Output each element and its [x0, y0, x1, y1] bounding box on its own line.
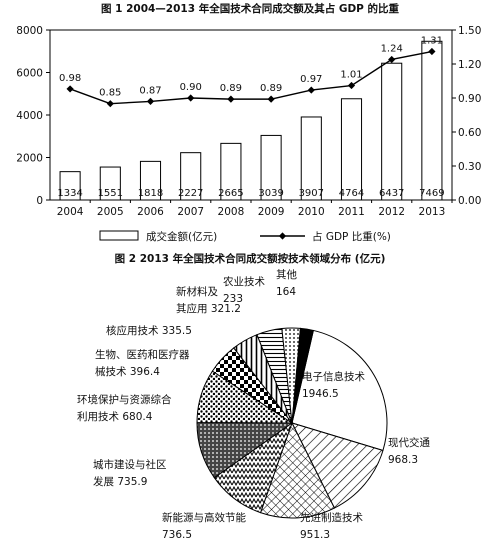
pie-slice-label: 新材料及 [176, 285, 218, 298]
pie-slice-label: 968.3 [388, 454, 418, 466]
pie-slice-label: 电子信息技术 [302, 370, 365, 383]
left-axis-tick-label: 8000 [16, 25, 43, 37]
pie-slice-label: 生物、医药和医疗器 [95, 348, 190, 361]
line-value-label: 0.89 [220, 83, 242, 94]
line-point [347, 81, 356, 90]
legend-line-label: 占 GDP 比重(%) [312, 230, 391, 243]
pie-slice-label: 利用技术 680.4 [77, 410, 153, 423]
line-value-label: 0.87 [139, 85, 161, 96]
line-point [106, 100, 114, 108]
x-axis-tick-label: 2007 [177, 206, 204, 218]
left-axis-tick-label: 2000 [16, 153, 43, 165]
pie-slice-label: 164 [276, 286, 296, 298]
pie-slice-label: 其他 [276, 268, 297, 281]
line-point [146, 97, 155, 105]
bar-value-label: 6437 [379, 188, 404, 199]
bar-value-label: 3039 [258, 188, 283, 199]
pie-slice-label: 械技术 396.4 [95, 365, 160, 378]
pie-slice-label: 其应用 321.2 [176, 302, 241, 315]
x-axis-tick-label: 2013 [419, 206, 446, 218]
pie-slice [291, 327, 314, 424]
pie-slice-label: 先进制造技术 [300, 511, 363, 524]
bar [180, 152, 202, 201]
line-value-label: 1.31 [421, 36, 443, 47]
bar-value-label: 7469 [419, 188, 444, 199]
bar-value-label: 2665 [218, 188, 243, 199]
line-point [388, 55, 396, 64]
bar-value-label: 1818 [138, 188, 163, 199]
pie-slice-label: 新能源与高效节能 [162, 511, 246, 524]
bar-value-label: 2227 [178, 188, 203, 199]
line-value-label: 0.97 [300, 74, 322, 85]
pie-slice-label: 发展 735.9 [93, 475, 147, 488]
line-point [307, 86, 315, 94]
x-axis-tick-label: 2006 [137, 206, 164, 218]
line-value-label: 0.98 [59, 73, 81, 84]
gdp-share-line [69, 50, 433, 105]
x-axis-tick-label: 2005 [97, 206, 124, 218]
bar [260, 134, 282, 201]
pie-slice [291, 329, 388, 452]
right-axis-tick-label: 0.30 [458, 161, 481, 173]
line-value-label: 0.90 [180, 82, 202, 93]
bar [59, 171, 81, 201]
left-axis-tick-label: 6000 [16, 68, 43, 80]
pie-slice-label: 951.3 [300, 529, 330, 541]
legend-bar-swatch [99, 230, 139, 241]
pie-slice-label: 城市建设与社区 [93, 458, 167, 471]
pie-slice [259, 421, 336, 519]
pie-slice-label: 1946.5 [302, 388, 339, 400]
x-axis-tick-label: 2008 [218, 206, 245, 218]
left-axis-tick-label: 4000 [16, 110, 43, 122]
right-axis-tick-label: 0.00 [458, 195, 481, 207]
line-point [267, 95, 275, 103]
bar [300, 116, 322, 201]
line-value-label: 1.24 [381, 43, 403, 54]
pie-slice-label: 环境保护与资源综合 [77, 393, 172, 406]
line-point [187, 94, 195, 102]
line-point [66, 85, 74, 93]
legend-line-marker [278, 232, 287, 240]
pie-slice-label: 现代交通 [388, 436, 430, 449]
x-axis-tick-label: 2012 [378, 206, 405, 218]
line-point [428, 47, 436, 56]
pie-slice [291, 422, 384, 509]
bar-value-label: 3907 [299, 188, 324, 199]
line-value-label: 1.01 [340, 70, 362, 81]
bar [139, 160, 162, 201]
line-value-label: 0.85 [99, 88, 121, 99]
bar-value-label: 1551 [98, 188, 123, 199]
left-axis-tick-label: 0 [36, 195, 43, 207]
bar [340, 98, 363, 201]
bar [220, 142, 242, 201]
chart1-title: 图 1 2004—2013 年全国技术合同成交额及其占 GDP 的比重 [101, 2, 400, 15]
chart1-plot: 0 2000 4000 6000 8000 0.00 0.30 0.60 0.90 1.20 1.5… [16, 25, 481, 243]
chart2-title: 图 2 2013 年全国技术合同成交额按技术领域分布 (亿元) [115, 252, 386, 265]
x-axis-tick-label: 2011 [338, 206, 365, 218]
pie-slice-label: 736.5 [162, 529, 192, 541]
bar-value-label: 4764 [339, 188, 364, 199]
right-axis-tick-label: 1.50 [458, 25, 481, 37]
x-axis-tick-label: 2010 [298, 206, 325, 218]
line-value-label: 0.89 [260, 83, 282, 94]
x-axis-tick-label: 2009 [258, 206, 285, 218]
legend-bar-label: 成交金额(亿元) [146, 230, 217, 243]
bar-value-label: 1334 [57, 188, 82, 199]
bar [99, 166, 121, 201]
right-axis-tick-label: 0.60 [458, 127, 481, 139]
pie-slice-label: 233 [223, 293, 243, 305]
chart2-plot: 电子信息技术 1946.5 现代交通 968.3 先进制造技术 951.3 新能源与高效节能… [77, 268, 430, 541]
pie-slice-label: 农业技术 [223, 275, 265, 288]
bar [381, 62, 403, 201]
line-point [227, 95, 235, 103]
pie-slice-label: 核应用技术 335.5 [106, 324, 192, 337]
bar [421, 40, 443, 201]
right-axis-tick-label: 0.90 [458, 93, 481, 105]
right-axis-tick-label: 1.20 [458, 59, 481, 71]
x-axis-tick-label: 2004 [57, 206, 84, 218]
